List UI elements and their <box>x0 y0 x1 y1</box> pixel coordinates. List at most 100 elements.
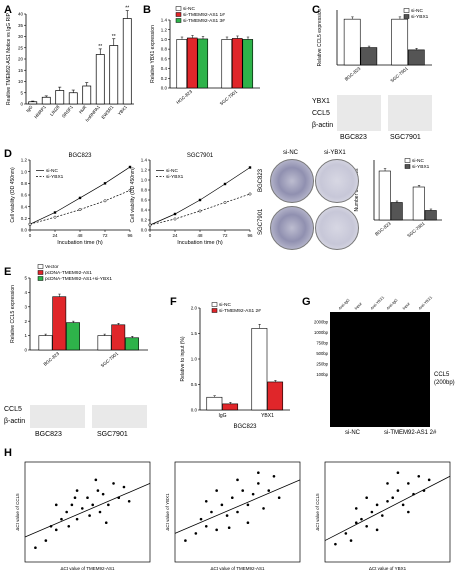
bar-a <box>28 101 38 105</box>
y-axis-label-b: Relative YBX1 expression <box>150 25 156 83</box>
y-tick-label-a: 40 <box>18 12 24 17</box>
y-tick-label-e: 0 <box>24 348 27 353</box>
data-point-h3 <box>365 524 368 528</box>
x-tick-label-a: hnRNPA1 <box>85 104 102 123</box>
panel-letter-h: H <box>4 447 12 459</box>
gel-marker-label: 500bp <box>316 351 328 356</box>
blot-e-membrane-right <box>92 405 147 428</box>
data-point-h2 <box>262 507 265 510</box>
x-axis-title-d1: Incubation time (h) <box>57 240 103 246</box>
data-point-h2 <box>194 532 198 535</box>
legend-swatch-f <box>211 308 218 313</box>
legend-label-e: Vector <box>45 264 59 270</box>
y-tick-label-a: 35 <box>18 23 24 28</box>
data-point-h2 <box>267 489 271 492</box>
y-tick-label-d1: 1.2 <box>21 158 28 163</box>
data-point-h1 <box>127 499 131 503</box>
bar-b <box>242 39 254 89</box>
chart-title-d2: SGC7901 <box>187 153 214 159</box>
data-point-h3 <box>375 528 379 532</box>
panel-letter-d: D <box>4 148 12 160</box>
colony-well-bgc-siybx1 <box>315 159 359 203</box>
blot-c-group-label: BGC823 <box>340 134 367 141</box>
y-tick-label-d2: 0.0 <box>141 228 148 233</box>
legend-label-d1: si-YBX1 <box>46 174 64 180</box>
data-point-d2 <box>248 192 252 196</box>
data-point-h1 <box>104 521 108 525</box>
data-point-h1 <box>34 546 37 550</box>
data-point-d2 <box>173 212 177 216</box>
data-point-h2 <box>199 517 203 521</box>
gel-marker-label: 2000bp <box>314 320 329 325</box>
data-point-h2 <box>277 496 281 500</box>
data-point-h2 <box>272 474 276 478</box>
legend-swatch-d3 <box>404 158 411 163</box>
data-point-h2 <box>225 514 229 517</box>
data-point-h2 <box>204 499 208 503</box>
colony-well-sgc-siybx1 <box>315 206 359 250</box>
data-point-h1 <box>60 517 63 521</box>
data-point-h1 <box>122 485 126 489</box>
data-point-d1 <box>53 211 57 214</box>
bar-e <box>52 296 67 351</box>
y-tick-label-d1: 0.6 <box>21 193 28 198</box>
data-point-h1 <box>107 503 110 507</box>
data-point-d2 <box>223 201 227 204</box>
blot-e-membrane-left <box>30 405 85 428</box>
y-tick-label-d2: 0.6 <box>141 198 148 203</box>
x-axis-title-h1: ΔCt value of TMEM92-AS1 <box>61 566 115 571</box>
x-tick-label-f: IgG <box>218 413 226 419</box>
data-point-h1 <box>101 492 105 496</box>
data-point-h1 <box>65 510 68 514</box>
y-tick-label-e: 5 <box>24 276 27 281</box>
data-point-d1 <box>128 165 132 169</box>
data-point-h3 <box>396 471 400 475</box>
data-point-d2 <box>223 182 227 186</box>
x-tick-label-f: YBX1 <box>261 413 274 419</box>
bar-c <box>407 49 425 66</box>
x-tick-label-d3: BGC-823 <box>374 221 392 237</box>
plot-frame-h2 <box>174 461 301 563</box>
data-point-h3 <box>370 510 374 514</box>
blot-c-membrane-right <box>388 95 432 131</box>
data-point-h3 <box>365 496 368 500</box>
gel-lane-label: Anti-IgG <box>338 298 351 311</box>
data-point-h2 <box>257 482 260 485</box>
x-tick-label-e: BGC-823 <box>43 351 61 367</box>
plot-frame-h3 <box>324 461 451 563</box>
y-tick-label-a: 30 <box>18 34 24 39</box>
y-tick-label-d1: 0.8 <box>21 181 28 186</box>
data-point-h1 <box>75 489 79 492</box>
y-axis-label-d2: Cell viability (OD 450nm) <box>130 167 136 223</box>
legend-label-d1: si-NC <box>46 168 59 174</box>
y-axis-label-a: Realtive TMEM92-AS1 Notice vs IgG RIP <box>6 12 12 105</box>
gel-marker-label: 250bp <box>316 362 328 367</box>
y-tick-label-b: 1.2 <box>161 27 168 32</box>
colony-well-bgc-sinc <box>270 159 314 203</box>
x-tick-label-c: SGC-7901 <box>389 66 409 84</box>
bar-d3 <box>378 170 391 221</box>
line-series-d1 <box>29 166 131 225</box>
bar-a <box>41 96 51 105</box>
panel-letter-a: A <box>4 4 12 16</box>
blot-e-row-label: β-actin <box>4 418 26 425</box>
y-tick-label-d1: 1.0 <box>21 169 28 174</box>
x-tick-label-b: HGC-823 <box>175 89 193 105</box>
y-tick-label-a: 5 <box>20 90 23 95</box>
data-point-d2 <box>198 198 202 202</box>
y-tick-label-d2: 0.2 <box>141 218 148 223</box>
panel-letter-c: C <box>312 4 320 16</box>
data-point-h2 <box>215 489 218 492</box>
data-point-h3 <box>344 532 348 535</box>
gel-lane-label: Input <box>402 301 411 310</box>
blot-e-row-label: CCL5 <box>4 406 22 413</box>
y-tick-label-f: 1.0 <box>191 357 198 362</box>
blot-c-row-label: β-actin <box>312 122 334 129</box>
data-point-h3 <box>375 503 379 507</box>
x-tick-label-c: BGC-823 <box>344 66 362 82</box>
data-point-h3 <box>334 542 337 546</box>
bar-c <box>360 47 378 66</box>
y-tick-label-b: 0.4 <box>161 66 168 71</box>
data-point-h3 <box>380 514 384 517</box>
legend-swatch-e <box>37 270 44 275</box>
